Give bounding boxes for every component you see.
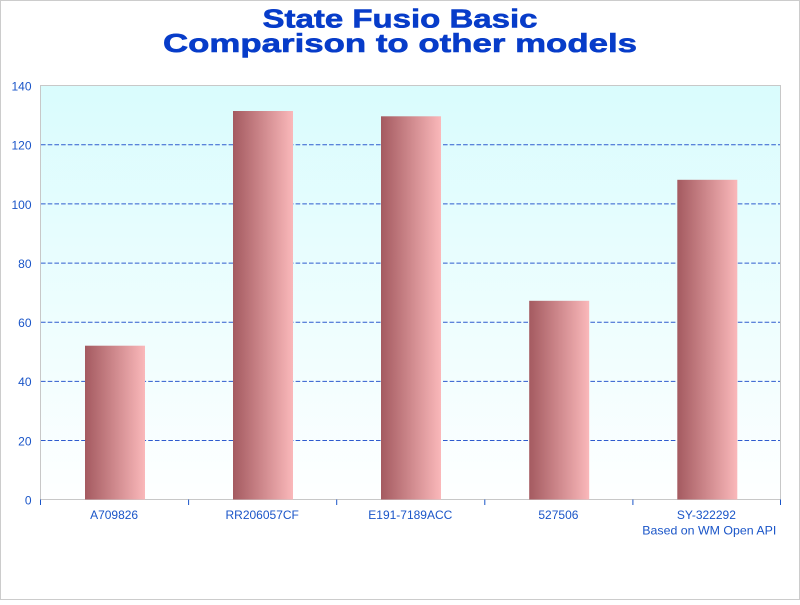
- svg-text:A709826: A709826: [90, 508, 138, 522]
- svg-text:State Fusio Basic: State Fusio Basic: [263, 3, 538, 33]
- svg-text:SY-322292: SY-322292: [677, 508, 736, 522]
- svg-text:Based on WM Open API: Based on WM Open API: [642, 524, 776, 538]
- svg-text:80: 80: [18, 257, 32, 271]
- svg-text:60: 60: [18, 316, 32, 330]
- svg-text:100: 100: [11, 198, 31, 212]
- svg-text:40: 40: [18, 375, 32, 389]
- svg-text:120: 120: [11, 139, 31, 153]
- svg-text:527506: 527506: [538, 508, 578, 522]
- svg-text:Comparison to other models: Comparison to other models: [163, 28, 637, 58]
- svg-text:0: 0: [25, 494, 32, 508]
- svg-text:RR206057CF: RR206057CF: [226, 508, 299, 522]
- svg-text:20: 20: [18, 434, 32, 448]
- svg-text:E191-7189ACC: E191-7189ACC: [368, 508, 452, 522]
- svg-text:140: 140: [11, 80, 31, 94]
